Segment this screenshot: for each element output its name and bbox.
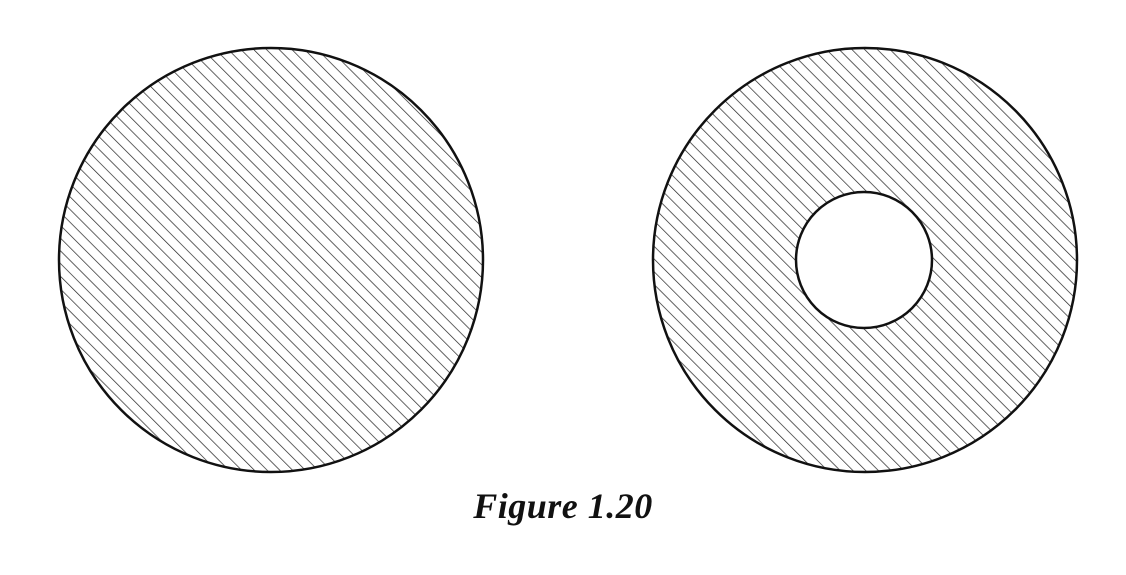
annulus-hole xyxy=(794,190,934,330)
annulus-outer-outline xyxy=(651,46,1079,474)
annulus xyxy=(651,46,1079,474)
solid-disk xyxy=(57,46,485,474)
annulus-fill xyxy=(653,48,1077,472)
figure-caption: Figure 1.20 xyxy=(473,486,653,526)
solid-disk-fill xyxy=(59,48,483,472)
solid-disk-outline xyxy=(57,46,485,474)
